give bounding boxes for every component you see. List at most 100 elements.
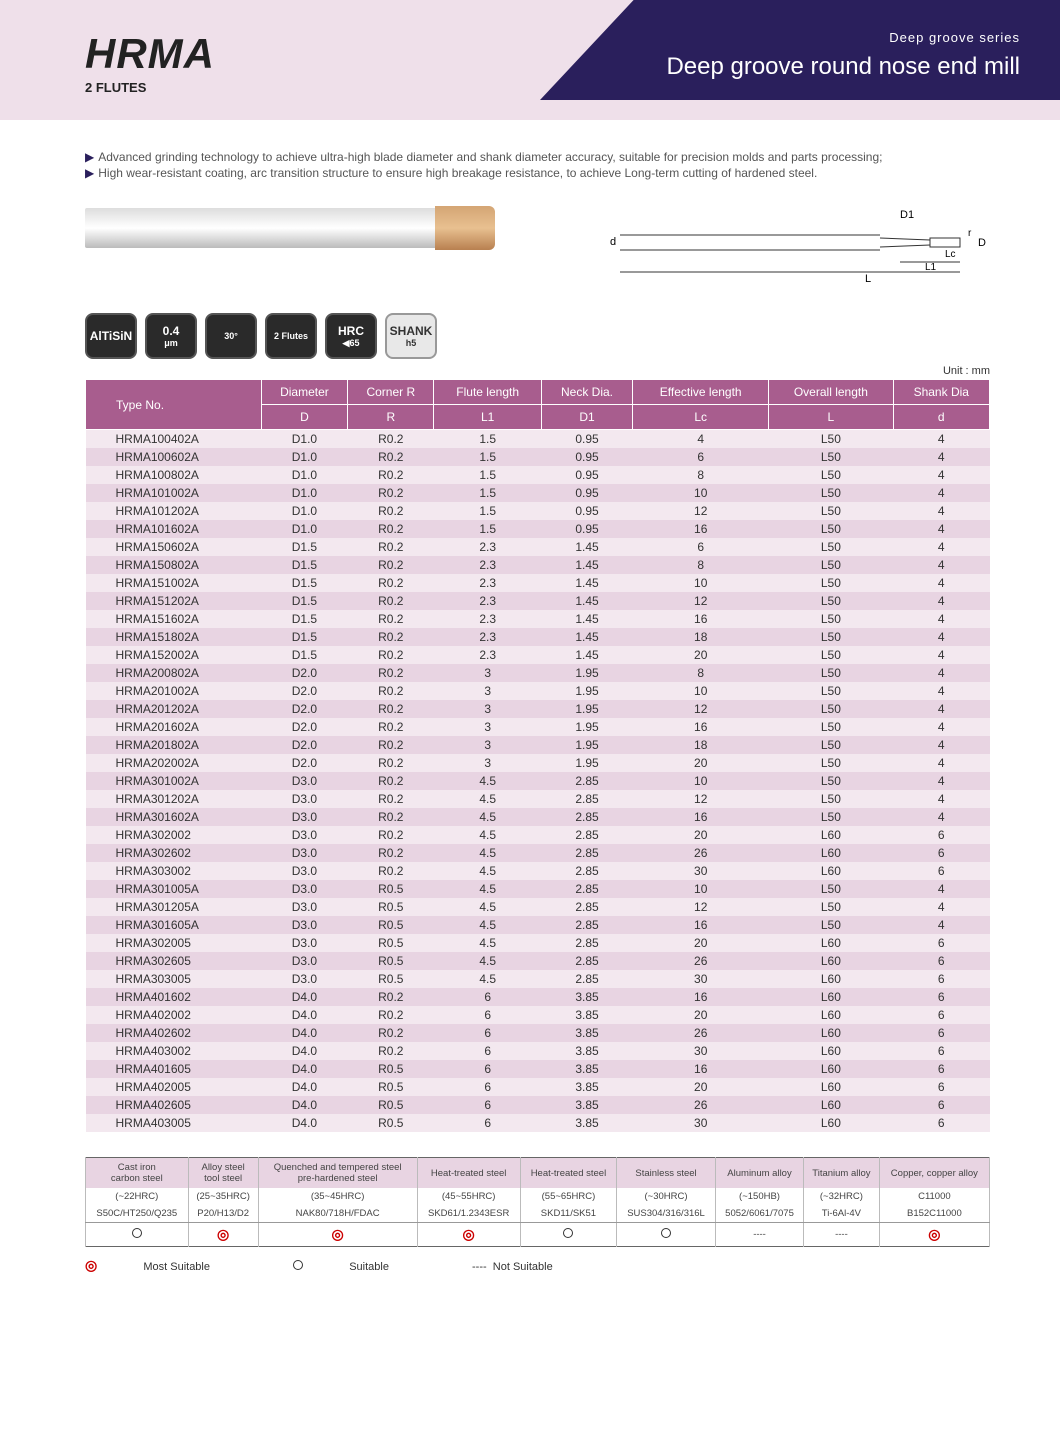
cell: 8 [633,466,769,484]
table-row: HRMA100402AD1.0R0.21.50.954L504 [86,430,990,449]
col-subheader: L1 [434,405,541,430]
cell: HRMA201802A [86,736,262,754]
cell: 4 [893,448,989,466]
badges: AlTiSiN0.4μm30°2 FlutesHRC◀65SHANKh5 [85,313,990,359]
cell: R0.2 [348,430,434,449]
cell: L50 [769,592,893,610]
cell: HRMA201602A [86,718,262,736]
table-row: HRMA202002AD2.0R0.231.9520L504 [86,754,990,772]
cell: HRMA301205A [86,898,262,916]
cell: HRMA303005 [86,970,262,988]
cell: 2.85 [541,790,632,808]
cell: R0.2 [348,700,434,718]
cell: 1.5 [434,502,541,520]
cell: 30 [633,1114,769,1132]
cell: 6 [434,1006,541,1024]
mat-cell: Ti-6Al-4V [804,1205,880,1223]
product-code: HRMA [85,30,215,78]
cell: 1.45 [541,646,632,664]
cell: HRMA151002A [86,574,262,592]
table-row: HRMA403002D4.0R0.263.8530L606 [86,1042,990,1060]
mat-cell: 5052/6061/7075 [715,1205,803,1223]
cell: 12 [633,790,769,808]
cell: HRMA301005A [86,880,262,898]
cell: D3.0 [261,772,347,790]
mat-header: Stainless steel [617,1158,716,1189]
cell: 2.3 [434,646,541,664]
mat-cell: ---- [715,1223,803,1247]
col-subheader: D1 [541,405,632,430]
cell: L60 [769,1006,893,1024]
cell: 6 [633,538,769,556]
cell: 6 [434,1078,541,1096]
cell: 26 [633,1096,769,1114]
cell: 2.85 [541,970,632,988]
cell: 4 [893,466,989,484]
cell: D4.0 [261,1078,347,1096]
cell: 1.5 [434,466,541,484]
cell: 3 [434,664,541,682]
cell: R0.5 [348,880,434,898]
cell: L50 [769,574,893,592]
cell: L60 [769,1078,893,1096]
cell: L50 [769,790,893,808]
cell: 2.85 [541,916,632,934]
cell: 3 [434,736,541,754]
tool-diagram: d D1 r D L L1 Lc [600,200,990,293]
cell: D2.0 [261,736,347,754]
cell: 4.5 [434,952,541,970]
cell: 4 [893,484,989,502]
cell: 2.85 [541,952,632,970]
cell: HRMA403005 [86,1114,262,1132]
cell: 16 [633,808,769,826]
cell: 16 [633,916,769,934]
page-header: HRMA 2 FLUTES Deep groove series Deep gr… [0,0,1060,120]
cell: D3.0 [261,808,347,826]
legend-suit: Suitable [349,1261,389,1273]
cell: 4 [893,808,989,826]
cell: D1.5 [261,646,347,664]
cell: 6 [893,1006,989,1024]
cell: 4 [893,790,989,808]
cell: HRMA303002 [86,862,262,880]
mat-cell: (~22HRC) [86,1188,189,1205]
mat-cell: ◎ [417,1223,520,1247]
cell: 16 [633,610,769,628]
cell: D1.0 [261,466,347,484]
cell: 8 [633,664,769,682]
cell: 6 [434,1024,541,1042]
mat-cell: ◎ [258,1223,417,1247]
cell: 16 [633,1060,769,1078]
cell: 4 [893,646,989,664]
table-row: HRMA101202AD1.0R0.21.50.9512L504 [86,502,990,520]
cell: 1.45 [541,592,632,610]
cell: 0.95 [541,520,632,538]
cell: 6 [893,970,989,988]
mat-header: Copper, copper alloy [879,1158,989,1189]
cell: 20 [633,826,769,844]
cell: L60 [769,1114,893,1132]
cell: 4.5 [434,880,541,898]
cell: 16 [633,718,769,736]
cell: 4.5 [434,970,541,988]
cell: 10 [633,574,769,592]
cell: 6 [434,1114,541,1132]
cell: 0.95 [541,448,632,466]
cell: R0.2 [348,682,434,700]
cell: HRMA402005 [86,1078,262,1096]
header-right: Deep groove series Deep groove round nos… [540,0,1060,100]
cell: 2.85 [541,880,632,898]
cell: 10 [633,772,769,790]
table-row: HRMA302605D3.0R0.54.52.8526L606 [86,952,990,970]
table-row: HRMA402002D4.0R0.263.8520L606 [86,1006,990,1024]
col-header: Corner R [348,380,434,405]
cell: R0.5 [348,898,434,916]
legend: ◎ Most Suitable Suitable ---- Not Suitab… [85,1257,990,1274]
cell: D3.0 [261,898,347,916]
cell: HRMA401602 [86,988,262,1006]
badge: AlTiSiN [85,313,137,359]
table-row: HRMA100602AD1.0R0.21.50.956L504 [86,448,990,466]
cell: L50 [769,736,893,754]
table-row: HRMA401602D4.0R0.263.8516L606 [86,988,990,1006]
cell: 26 [633,1024,769,1042]
